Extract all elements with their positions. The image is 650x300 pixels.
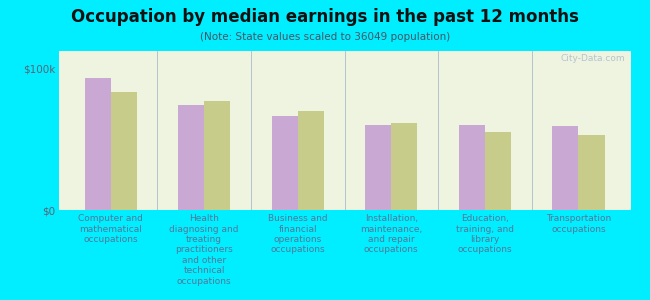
Bar (391, 123, 417, 210)
Text: Occupation by median earnings in the past 12 months: Occupation by median earnings in the pas… (71, 8, 579, 26)
Bar (204, 101, 230, 210)
Bar (298, 111, 324, 210)
Bar (111, 92, 137, 210)
Text: (Note: State values scaled to 36049 population): (Note: State values scaled to 36049 popu… (200, 32, 450, 41)
Bar (178, 105, 204, 210)
Bar (578, 135, 604, 210)
Bar (365, 125, 391, 210)
Bar (552, 126, 578, 210)
Bar (272, 116, 298, 210)
Text: City-Data.com: City-Data.com (560, 54, 625, 63)
Bar (485, 132, 511, 210)
Bar (84, 78, 110, 210)
Bar (459, 125, 485, 210)
